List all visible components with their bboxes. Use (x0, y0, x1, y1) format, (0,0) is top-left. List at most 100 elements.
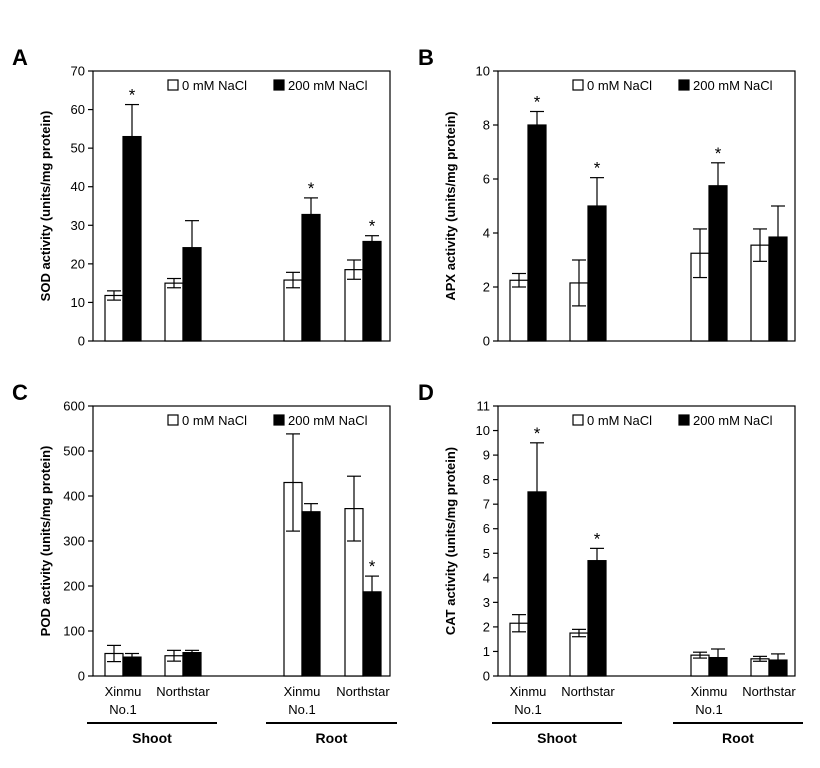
panel-letter: C (12, 380, 28, 405)
legend-swatch (572, 79, 584, 91)
legend-swatch (273, 414, 285, 426)
plot-frame (92, 70, 391, 342)
x-category-label: Northstar (742, 684, 796, 699)
significance-star: * (534, 424, 541, 443)
x-category-label: No.1 (288, 702, 315, 717)
y-tick-label: 300 (63, 534, 85, 549)
significance-star: * (594, 529, 601, 548)
significance-star: * (129, 86, 136, 105)
bar (122, 656, 142, 677)
x-category-label: Xinmu (105, 684, 142, 699)
y-tick-label: 4 (483, 570, 490, 585)
y-tick-label: 0 (78, 669, 85, 684)
plot-frame (497, 70, 796, 342)
bar (283, 279, 303, 342)
legend-swatch (678, 79, 690, 91)
group-label-root: Root (316, 730, 348, 746)
y-tick-label: 10 (476, 64, 490, 79)
y-tick-label: 400 (63, 489, 85, 504)
y-tick-label: 5 (483, 546, 490, 561)
x-category-label: Xinmu (284, 684, 321, 699)
x-category-label: No.1 (695, 702, 722, 717)
y-tick-label: 6 (483, 172, 490, 187)
x-category-label: No.1 (109, 702, 136, 717)
y-tick-label: 20 (71, 256, 85, 271)
bar (344, 269, 364, 342)
y-tick-label: 2 (483, 280, 490, 295)
legend-swatch (678, 414, 690, 426)
y-tick-label: 3 (483, 595, 490, 610)
panel-d: D 0 1 2 3 4 5 6 7 8 9 10 11 CAT activity (units/mg pr… (418, 380, 803, 746)
legend-label: 0 mM NaCl (587, 78, 652, 93)
group-label-root: Root (722, 730, 754, 746)
y-axis-label: APX activity (units/mg protein) (443, 111, 458, 300)
y-tick-label: 8 (483, 118, 490, 133)
significance-star: * (715, 144, 722, 163)
panel-a: A 0 10 20 30 40 50 60 70 SOD activity (units/mg p… (12, 45, 391, 349)
legend-label: 200 mM NaCl (288, 413, 368, 428)
x-category-label: Northstar (561, 684, 615, 699)
y-tick-label: 500 (63, 444, 85, 459)
y-tick-label: 30 (71, 218, 85, 233)
legend-swatch (167, 79, 179, 91)
bar (122, 135, 142, 342)
bar (708, 656, 728, 677)
y-tick-label: 50 (71, 141, 85, 156)
legend-label: 0 mM NaCl (182, 413, 247, 428)
bar (301, 511, 321, 677)
y-tick-label: 10 (476, 423, 490, 438)
bar (362, 591, 382, 677)
x-category-label: No.1 (514, 702, 541, 717)
legend-label: 200 mM NaCl (693, 413, 773, 428)
x-category-label: Xinmu (510, 684, 547, 699)
significance-star: * (594, 159, 601, 178)
y-tick-label: 4 (483, 226, 490, 241)
y-tick-label: 70 (71, 64, 85, 79)
bar (104, 294, 124, 342)
x-category-label: Northstar (156, 684, 210, 699)
y-tick-label: 10 (71, 295, 85, 310)
y-tick-label: 200 (63, 579, 85, 594)
bar (301, 213, 321, 342)
legend-label: 200 mM NaCl (288, 78, 368, 93)
legend-swatch (572, 414, 584, 426)
bar (509, 279, 529, 342)
panel-b: B 0 2 4 6 8 10 APX activity (units/mg protein) *… (418, 45, 796, 349)
bar (587, 560, 607, 677)
y-tick-label: 600 (63, 399, 85, 414)
y-tick-label: 1 (483, 644, 490, 659)
panel-letter: A (12, 45, 28, 70)
panel-letter: B (418, 45, 434, 70)
y-tick-label: 60 (71, 102, 85, 117)
y-tick-label: 0 (78, 334, 85, 349)
y-tick-label: 40 (71, 179, 85, 194)
significance-star: * (534, 93, 541, 112)
panel-letter: D (418, 380, 434, 405)
bar (768, 659, 788, 677)
group-label-shoot: Shoot (132, 730, 172, 746)
y-tick-label: 0 (483, 669, 490, 684)
panel-c: C 0 100 200 300 400 500 600 POD activity (units/… (12, 380, 397, 746)
y-axis-label: SOD activity (units/mg protein) (38, 111, 53, 302)
y-tick-label: 100 (63, 624, 85, 639)
bar (768, 236, 788, 342)
x-category-label: Northstar (336, 684, 390, 699)
y-tick-label: 7 (483, 497, 490, 512)
y-tick-label: 11 (477, 399, 491, 414)
y-tick-label: 2 (483, 619, 490, 634)
significance-star: * (369, 217, 376, 236)
legend-swatch (167, 414, 179, 426)
bar (569, 632, 589, 677)
y-tick-label: 9 (483, 448, 490, 463)
x-category-label: Xinmu (691, 684, 728, 699)
legend-label: 200 mM NaCl (693, 78, 773, 93)
bar (182, 247, 202, 342)
legend-label: 0 mM NaCl (182, 78, 247, 93)
bar (587, 205, 607, 342)
bar (182, 651, 202, 677)
legend-label: 0 mM NaCl (587, 413, 652, 428)
significance-star: * (308, 179, 315, 198)
bar (527, 491, 547, 677)
legend-swatch (273, 79, 285, 91)
